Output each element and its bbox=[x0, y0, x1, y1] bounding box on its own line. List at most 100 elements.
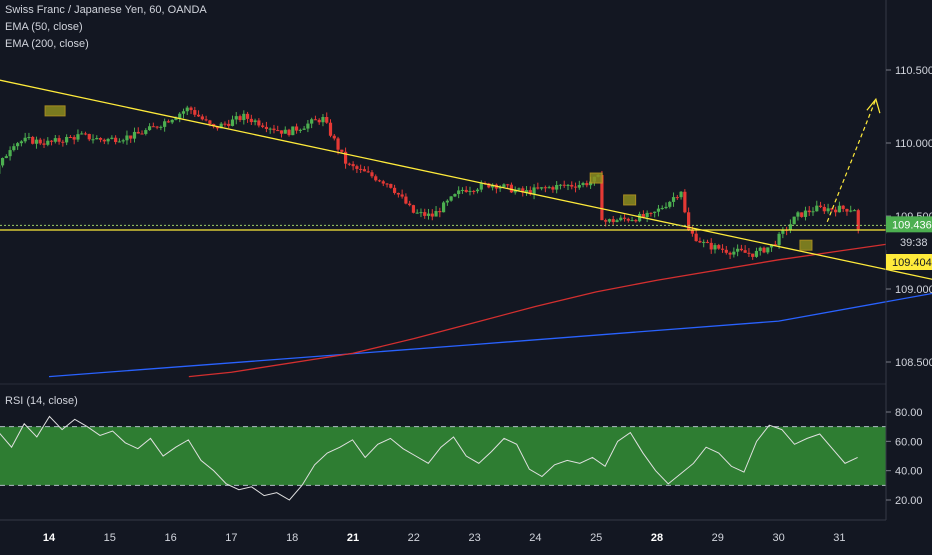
candle-body bbox=[336, 138, 339, 149]
candle-body bbox=[804, 211, 807, 217]
candle-body bbox=[140, 134, 143, 135]
candle-body bbox=[178, 114, 181, 118]
candle-body bbox=[608, 219, 611, 222]
candle-body bbox=[630, 220, 633, 221]
candle-body bbox=[853, 210, 856, 211]
candle-body bbox=[532, 187, 535, 194]
candle-body bbox=[329, 123, 332, 136]
candle-body bbox=[766, 247, 769, 252]
candle-body bbox=[664, 207, 667, 208]
candle-body bbox=[578, 185, 581, 188]
rsi-tick-label: 80.00 bbox=[895, 407, 923, 419]
candle-body bbox=[227, 124, 230, 126]
candle-body bbox=[502, 184, 505, 187]
candle-body bbox=[269, 129, 272, 130]
candle-body bbox=[551, 187, 554, 189]
candle-body bbox=[676, 197, 679, 198]
candle-body bbox=[80, 133, 83, 134]
candle-body bbox=[73, 137, 76, 140]
candle-body bbox=[16, 143, 19, 146]
candle-body bbox=[725, 250, 728, 253]
candle-body bbox=[370, 172, 373, 176]
candle-body bbox=[114, 138, 117, 142]
candle-body bbox=[385, 184, 388, 185]
candle-body bbox=[570, 185, 573, 187]
candle-body bbox=[442, 202, 445, 212]
candle-body bbox=[171, 120, 174, 123]
candle-body bbox=[359, 169, 362, 170]
candle-body bbox=[811, 211, 814, 212]
candle-body bbox=[340, 150, 343, 152]
time-tick-label: 17 bbox=[225, 532, 237, 544]
candle-body bbox=[42, 143, 45, 144]
candle-body bbox=[231, 120, 234, 126]
candle-body bbox=[208, 120, 211, 124]
candle-body bbox=[838, 206, 841, 213]
candle-body bbox=[691, 231, 694, 234]
touch-marker bbox=[45, 106, 65, 116]
candle-body bbox=[453, 194, 456, 196]
candle-body bbox=[646, 213, 649, 217]
candle-body bbox=[404, 197, 407, 204]
time-tick-label: 22 bbox=[408, 532, 420, 544]
candle-body bbox=[303, 129, 306, 130]
candle-body bbox=[223, 124, 226, 125]
candle-body bbox=[95, 138, 98, 139]
candle-body bbox=[619, 218, 622, 220]
countdown-text: 39:38 bbox=[900, 237, 928, 249]
candle-body bbox=[254, 120, 257, 122]
candle-body bbox=[517, 188, 520, 189]
time-tick-label: 31 bbox=[833, 532, 845, 544]
candle-body bbox=[431, 214, 434, 217]
candle-body bbox=[736, 249, 739, 252]
candle-body bbox=[634, 220, 637, 221]
candle-body bbox=[137, 132, 140, 134]
candle-body bbox=[272, 129, 275, 130]
candle-body bbox=[84, 133, 87, 134]
touch-marker bbox=[624, 195, 636, 205]
candle-body bbox=[352, 164, 355, 166]
candle-body bbox=[1, 158, 4, 165]
price-tick-label: 110.500 bbox=[895, 65, 932, 77]
candle-body bbox=[265, 127, 268, 129]
candle-body bbox=[397, 193, 400, 194]
candle-body bbox=[849, 211, 852, 212]
candle-body bbox=[280, 130, 283, 133]
candle-body bbox=[5, 156, 8, 158]
candle-body bbox=[815, 206, 818, 212]
candle-body bbox=[54, 138, 57, 142]
candle-body bbox=[476, 190, 479, 192]
candle-body bbox=[291, 126, 294, 135]
candle-body bbox=[649, 213, 652, 214]
candle-body bbox=[321, 117, 324, 122]
candle-body bbox=[261, 125, 264, 126]
ema50-legend: EMA (50, close) bbox=[5, 21, 83, 33]
candle-body bbox=[69, 137, 72, 138]
candle-body bbox=[416, 213, 419, 214]
candle-body bbox=[276, 130, 279, 131]
time-tick-label: 18 bbox=[286, 532, 298, 544]
candle-body bbox=[615, 220, 618, 222]
candle-body bbox=[91, 139, 94, 140]
candle-body bbox=[163, 121, 166, 127]
candle-body bbox=[457, 190, 460, 194]
candle-body bbox=[61, 142, 64, 143]
rsi-tick-label: 40.00 bbox=[895, 466, 923, 478]
candle-body bbox=[566, 185, 569, 186]
candle-body bbox=[201, 116, 204, 119]
time-tick-label: 21 bbox=[347, 532, 359, 544]
candle-body bbox=[826, 208, 829, 211]
candle-body bbox=[35, 140, 38, 144]
candle-body bbox=[27, 137, 30, 138]
candle-body bbox=[793, 217, 796, 225]
candle-body bbox=[762, 248, 765, 253]
touch-marker bbox=[800, 240, 812, 250]
touch-marker bbox=[590, 173, 602, 183]
candle-body bbox=[544, 187, 547, 188]
candle-body bbox=[389, 184, 392, 188]
candle-body bbox=[732, 252, 735, 255]
candle-body bbox=[721, 249, 724, 250]
candle-body bbox=[284, 130, 287, 134]
